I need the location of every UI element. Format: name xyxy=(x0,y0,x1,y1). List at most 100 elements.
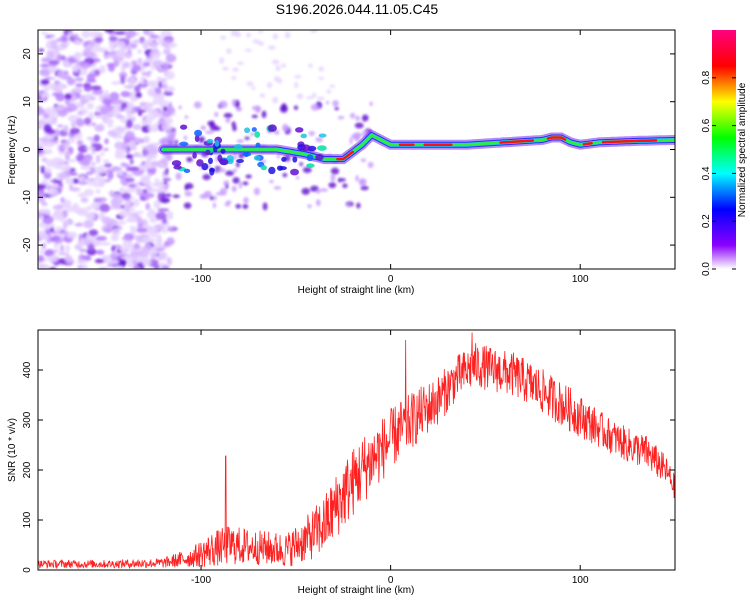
spectrogram-noise-cell xyxy=(133,198,140,207)
spectrogram-noise-cell xyxy=(65,149,71,157)
spectrogram-noise-cell xyxy=(223,112,233,119)
spectrogram-noise-cell xyxy=(160,30,173,37)
spectrogram-noise-cell xyxy=(89,166,96,174)
spectrogram-noise-cell xyxy=(74,223,83,227)
spectrogram-noise-cell xyxy=(38,141,48,148)
signal-cluster-cell xyxy=(219,159,229,166)
spectrogram-noise-cell xyxy=(219,57,225,64)
spectrogram-noise-cell xyxy=(138,250,150,257)
spectrogram-noise-cell xyxy=(56,46,65,51)
spectrogram-noise-cell xyxy=(104,30,114,33)
spectrogram-noise-cell xyxy=(115,114,125,119)
spectrogram-noise-cell xyxy=(79,248,88,253)
spectrogram-noise-cell xyxy=(134,85,141,93)
spectrogram-noise-cell xyxy=(143,103,153,113)
spectrogram-noise-cell xyxy=(349,137,353,145)
spectrogram-noise-cell xyxy=(95,189,101,194)
spectrogram-noise-cell xyxy=(330,173,336,182)
signal-cluster-cell xyxy=(234,143,243,150)
spectrogram-noise-cell xyxy=(164,38,173,43)
spectrogram-noise-cell xyxy=(230,30,236,37)
spectrogram-noise-cell xyxy=(157,35,166,43)
spectrogram-noise-cell xyxy=(82,219,94,229)
spectrogram-noise-cell xyxy=(271,96,279,104)
spectrogram-noise-cell xyxy=(126,112,133,119)
snr-frame xyxy=(37,329,676,571)
spectrogram-noise-cell xyxy=(262,202,268,211)
snr-panel: -100 0 100 0 100 200 300 400 Height of straigh… xyxy=(7,329,676,596)
signal-cluster-cell xyxy=(260,165,267,171)
spectrogram-noise-cell xyxy=(83,154,93,163)
spectrogram-noise-cell xyxy=(72,64,79,73)
colorbar-ticks: 0.0 0.2 0.4 0.6 0.8 xyxy=(701,70,736,276)
spectrogram-noise-cell xyxy=(236,139,245,144)
signal-cluster-cell xyxy=(236,158,244,164)
spectrogram-noise-cell xyxy=(330,167,340,175)
spectrogram-noise-cell xyxy=(162,216,168,225)
spectrogram-noise-cell xyxy=(329,84,336,88)
spectrogram-noise-cell xyxy=(234,32,242,38)
spectrogram-noise-cell xyxy=(280,63,287,68)
spectrogram-noise-cell xyxy=(54,209,63,217)
spectrogram-noise-cell xyxy=(158,93,166,99)
signal-cluster-cell xyxy=(276,165,284,171)
signal-cluster-cell xyxy=(213,146,218,153)
spectrogram-noise-cell xyxy=(202,174,211,181)
spectrogram-noise-cell xyxy=(123,188,135,193)
colorbar-gradient xyxy=(712,30,736,269)
signal-cluster-cell xyxy=(201,162,209,171)
spectrogram-noise-cell xyxy=(83,84,92,92)
spectrogram-noise-cell xyxy=(126,216,136,222)
spectrogram-noise-cell xyxy=(77,144,89,153)
signal-cluster-cell xyxy=(205,149,211,156)
spectrogram-noise-cell xyxy=(150,48,159,55)
spectrogram-noise-cell xyxy=(91,44,101,53)
spectrogram-noise-cell xyxy=(130,227,137,235)
spectrogram-noise-cell xyxy=(111,245,116,253)
spectrogram-noise-cell xyxy=(251,105,261,111)
spectrogram-noise-cell xyxy=(164,86,176,93)
spectrogram-noise-cell xyxy=(38,106,45,115)
spectrogram-noise-cell xyxy=(80,162,91,166)
spectrogram-noise-cell xyxy=(55,226,63,232)
spectrogram-noise-cell xyxy=(65,244,70,253)
signal-cluster-cell xyxy=(244,127,251,134)
spectrogram-noise-cell xyxy=(78,180,88,186)
spectrogram-noise-cell xyxy=(165,210,174,220)
spectrogram-noise-cell xyxy=(134,210,145,215)
signal-cluster-cell xyxy=(180,124,188,130)
spectrogram-noise-cell xyxy=(95,249,105,255)
snr-x-tick-label: 0 xyxy=(388,575,394,586)
spectrogram-noise-cell xyxy=(316,189,321,194)
spectrogram-noise-cell xyxy=(58,216,66,222)
spectrogram-noise-cell xyxy=(305,96,314,100)
spectrogram-noise-cell xyxy=(57,124,64,128)
spectrogram-noise-cell xyxy=(175,172,182,181)
spectrogram-noise-cell xyxy=(137,57,143,65)
spectrogram-noise-cell xyxy=(111,196,124,205)
spectrogram-noise-cell xyxy=(151,101,156,106)
spectrogram-noise-cell xyxy=(60,197,65,203)
spectrogram-noise-cell xyxy=(337,115,345,120)
spectrogram-noise-cell xyxy=(153,200,161,209)
signal-cluster-cell xyxy=(315,154,324,161)
spectrogram-noise-cell xyxy=(244,136,250,140)
spectrogram-noise-cell xyxy=(86,102,94,110)
spectrogram-noise-cell xyxy=(125,177,135,183)
spectrogram-noise-cell xyxy=(43,123,52,133)
spectrogram-noise-cell xyxy=(242,181,249,186)
spectrogram-noise-cell xyxy=(261,110,267,119)
spectrogram-noise-cell xyxy=(63,60,71,68)
spectrogram-noise-cell xyxy=(169,107,176,114)
spectrogram-noise-cell xyxy=(136,227,148,233)
spectrogram-noise-cell xyxy=(142,40,149,50)
spectrogram-noise-cell xyxy=(166,107,171,115)
spectrogram-noise-cell xyxy=(87,243,95,251)
signal-track-peak xyxy=(582,142,593,146)
spectrogram-noise-cell xyxy=(128,77,137,87)
spectrogram-noise-cell xyxy=(57,69,66,79)
spectrogram-noise-cell xyxy=(129,158,134,165)
spectrogram-noise-cell xyxy=(145,238,157,243)
spectrogram-noise-cell xyxy=(145,114,156,122)
spectrogram-noise-cell xyxy=(127,183,137,189)
